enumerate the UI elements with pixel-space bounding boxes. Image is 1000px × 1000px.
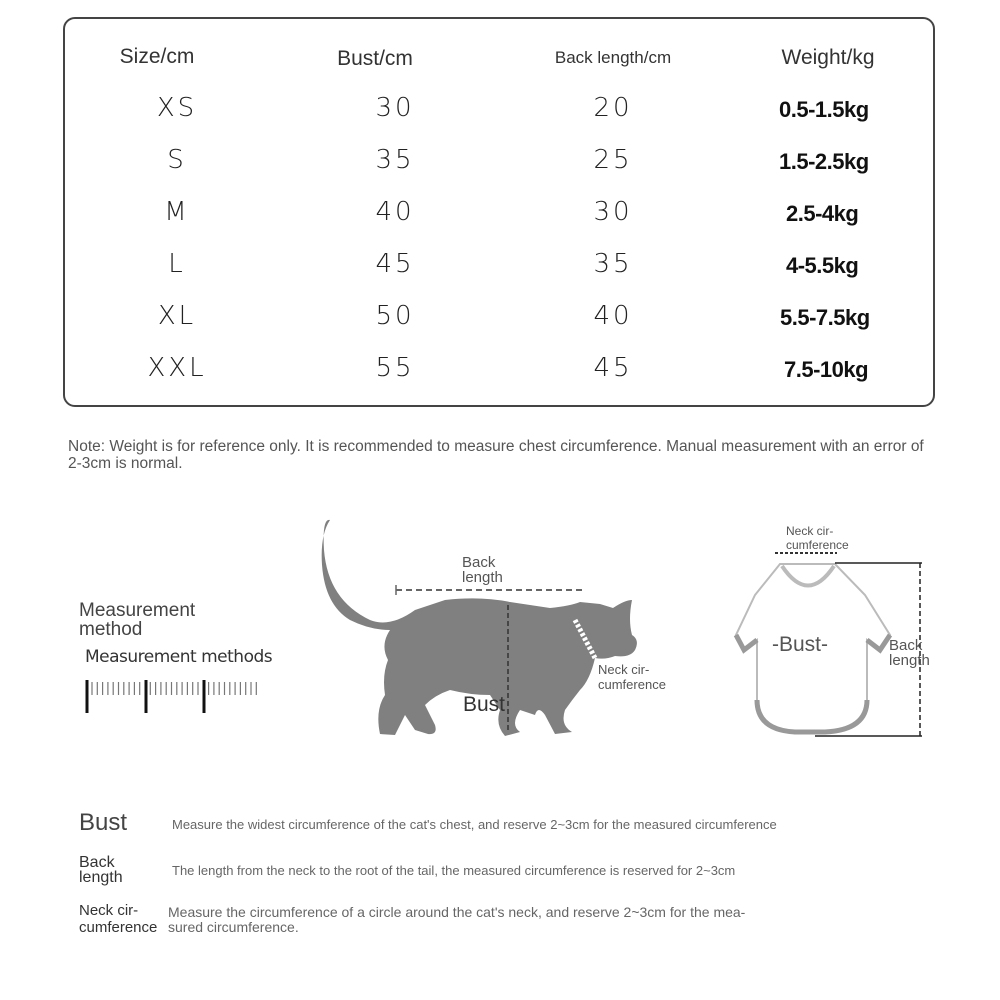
cell-bust: 55 — [375, 353, 415, 383]
cell-size: XS — [156, 93, 198, 123]
cell-bust: 35 — [375, 145, 415, 175]
cell-back-length: 20 — [593, 93, 633, 123]
neck-line — [572, 618, 598, 660]
header-back-length: Back length/cm — [554, 48, 672, 67]
cat-bust-label: Bust — [463, 693, 506, 716]
cell-weight: 5.5-7.5kg — [780, 305, 870, 330]
ruler-icon — [85, 680, 257, 713]
cat-silhouette — [321, 519, 637, 736]
def-neck-term: Neck cir-cumference — [79, 902, 158, 936]
cell-bust: 50 — [375, 301, 415, 331]
header-size: Size/cm — [119, 45, 195, 68]
cell-bust: 45 — [375, 249, 415, 279]
def-back-term: Back length — [79, 854, 123, 886]
cell-weight: 2.5-4kg — [786, 201, 859, 226]
header-bust: Bust/cm — [337, 47, 413, 70]
cell-back-length: 35 — [593, 249, 633, 279]
cell-back-length: 45 — [593, 353, 633, 383]
shirt-diagram — [733, 552, 922, 737]
cell-back-length: 40 — [593, 301, 633, 331]
cell-size: L — [168, 249, 186, 279]
def-bust-term: Bust — [79, 809, 128, 836]
def-back-desc: The length from the neck to the root of … — [172, 863, 736, 878]
cell-weight: 0.5-1.5kg — [779, 97, 869, 122]
cell-back-length: 25 — [593, 145, 633, 175]
cell-weight: 4-5.5kg — [786, 253, 859, 278]
cell-size: XL — [157, 301, 197, 331]
shirt-neck-label: Neck cir-cumference — [786, 524, 849, 552]
method-title-line1: Measurement — [79, 600, 196, 621]
method-subtitle: Measurement methods — [85, 647, 273, 667]
header-weight: Weight/kg — [781, 46, 875, 69]
cell-weight: 1.5-2.5kg — [779, 149, 869, 174]
note-text: Note: Weight is for reference only. It i… — [68, 438, 924, 472]
cell-size: XXL — [147, 353, 207, 383]
cat-neck-label: Neck cir-cumference — [598, 662, 666, 692]
cat-back-length-label: Back length — [462, 554, 503, 586]
shirt-back-length-label: Back length — [889, 637, 930, 669]
cell-size: S — [167, 145, 187, 175]
cell-back-length: 30 — [593, 197, 633, 227]
cell-weight: 7.5-10kg — [784, 357, 869, 382]
cell-bust: 30 — [375, 93, 415, 123]
def-bust-desc: Measure the widest circumference of the … — [172, 817, 777, 832]
size-table: Size/cm Bust/cm Back length/cm Weight/kg — [63, 17, 935, 407]
shirt-bust-label: -Bust- — [772, 633, 829, 656]
cell-bust: 40 — [375, 197, 415, 227]
cat-diagram — [321, 519, 637, 736]
def-neck-desc: Measure the circumference of a circle ar… — [168, 904, 746, 935]
method-title: Measurement method — [79, 601, 195, 639]
method-title-line2: method — [79, 619, 143, 640]
cell-size: M — [164, 197, 190, 227]
